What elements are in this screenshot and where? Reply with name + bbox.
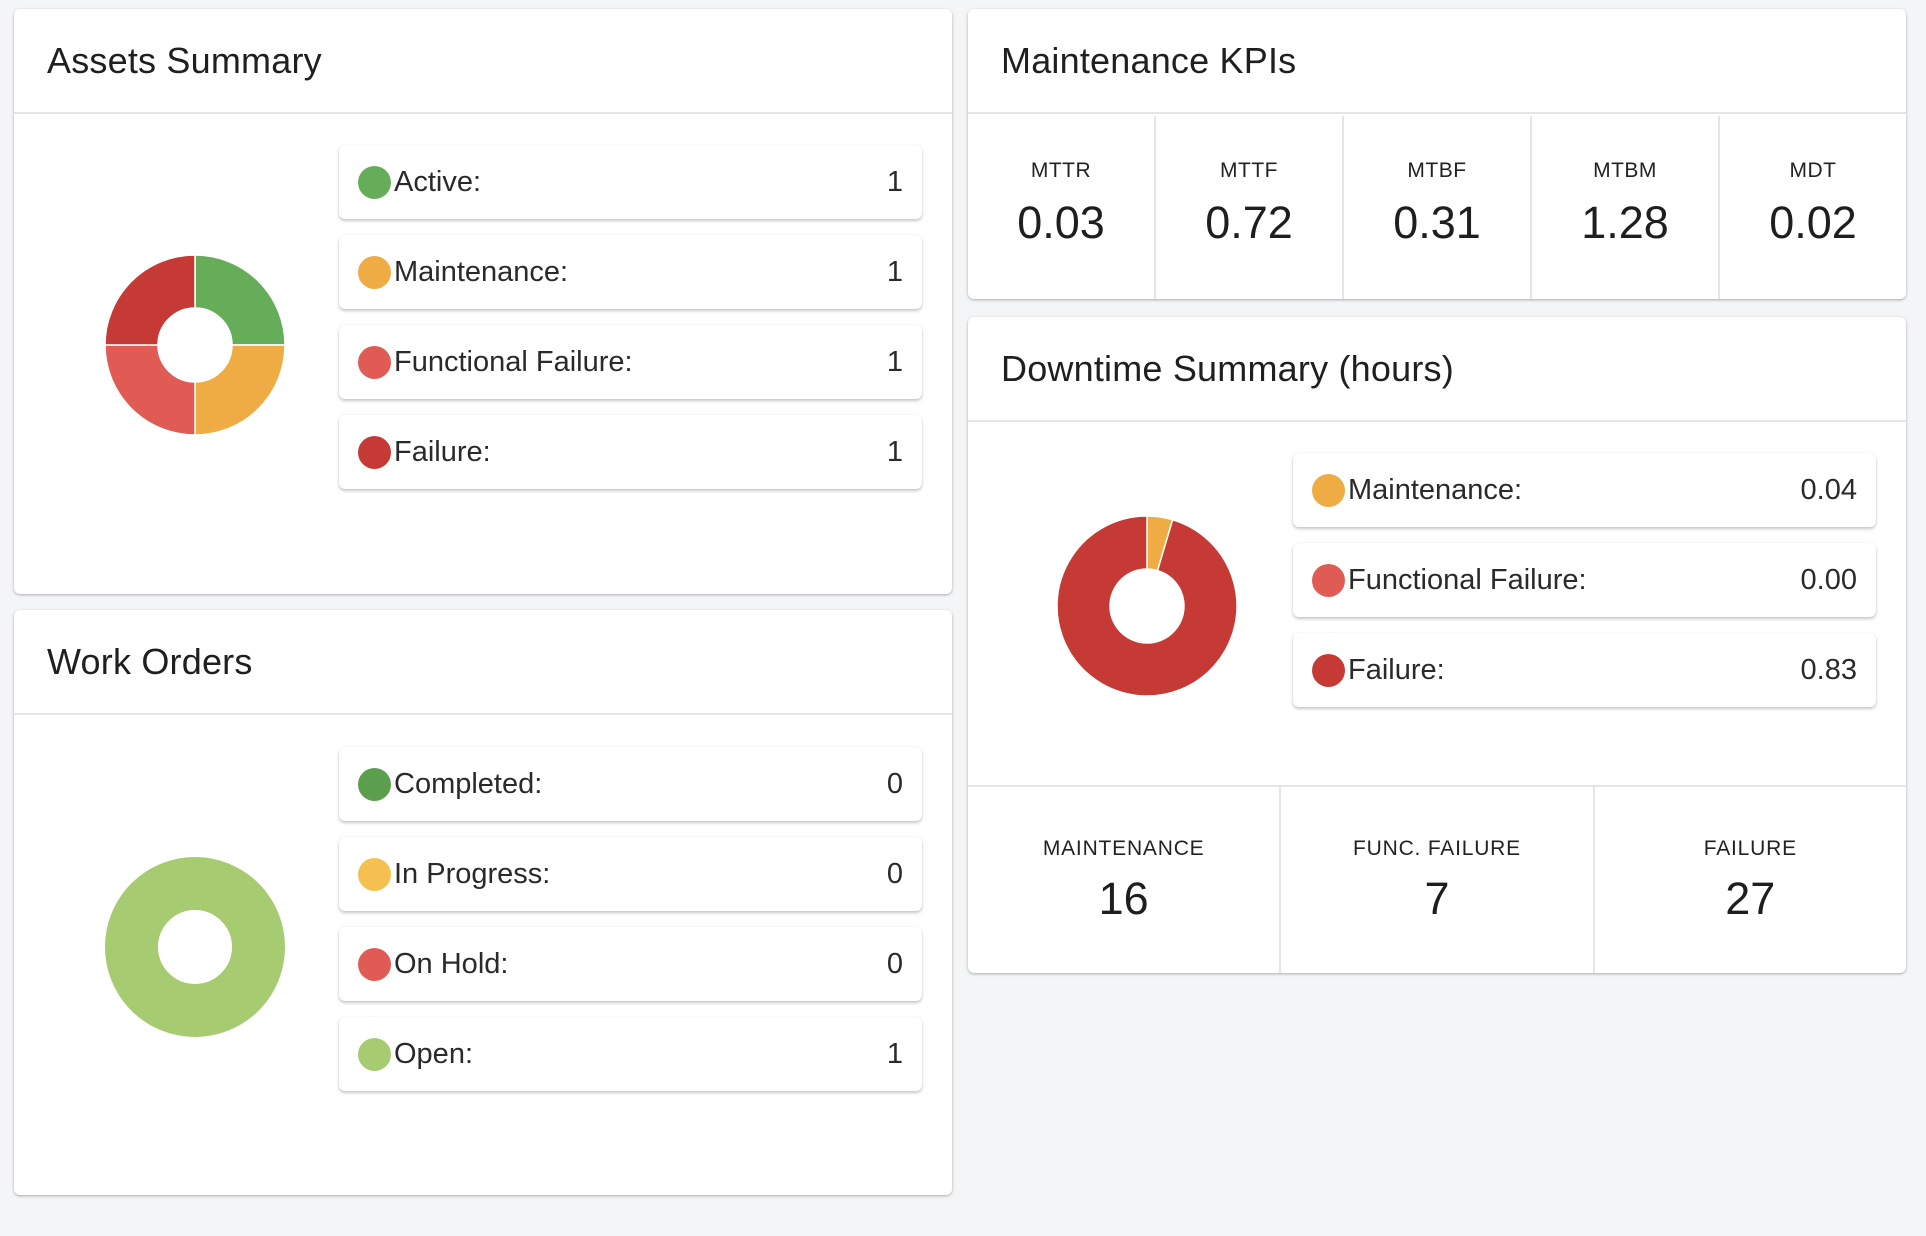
- donut-slice-open[interactable]: [105, 857, 285, 1037]
- legend-value: 1: [886, 165, 903, 198]
- legend-label: On Hold:: [394, 947, 509, 980]
- card-header: Maintenance KPIs: [968, 9, 1906, 114]
- count-value: 16: [1098, 873, 1149, 924]
- donut-slice-maintenance[interactable]: [194, 344, 285, 435]
- count-label: FUNC. FAILURE: [1353, 837, 1521, 860]
- card-title: Downtime Summary (hours): [1001, 347, 1454, 389]
- legend-item-active[interactable]: Active: 1: [339, 145, 922, 219]
- kpi-mtbm: MTBM 1.28: [1532, 116, 1720, 299]
- kpi-value: 0.03: [1017, 197, 1105, 248]
- legend-item-failure[interactable]: Failure: 0.83: [1293, 633, 1876, 707]
- legend-value: 0: [886, 947, 903, 980]
- legend-value: 0: [886, 767, 903, 800]
- count-label: MAINTENANCE: [1042, 837, 1205, 860]
- card-header: Work Orders: [14, 610, 952, 715]
- status-dot-icon: [358, 435, 391, 469]
- maintenance-kpis-card: Maintenance KPIs MTTR 0.03 MTTF 0.72 MTB…: [968, 9, 1906, 299]
- legend-value: 1: [886, 255, 903, 288]
- kpi-label: MTBM: [1593, 159, 1657, 182]
- legend-item-failure[interactable]: Failure: 1: [339, 415, 922, 489]
- legend-label: Functional Failure:: [1348, 563, 1587, 596]
- donut-slice-active[interactable]: [194, 255, 285, 346]
- legend-item-in-progress[interactable]: In Progress: 0: [339, 837, 922, 911]
- legend-label: In Progress:: [394, 857, 551, 890]
- status-dot-icon: [358, 947, 391, 981]
- assets-donut-chart: [105, 255, 285, 435]
- count-maintenance: MAINTENANCE 16: [968, 787, 1282, 973]
- assets-summary-card: Assets Summary Active: 1 Maintenance: 1 …: [14, 9, 952, 594]
- kpi-mttr: MTTR 0.03: [968, 116, 1156, 299]
- legend-label: Failure:: [1348, 653, 1445, 686]
- count-func-failure: FUNC. FAILURE 7: [1281, 787, 1595, 973]
- status-dot-icon: [1312, 473, 1345, 507]
- legend-item-open[interactable]: Open: 1: [339, 1017, 922, 1091]
- legend-value: 0.83: [1800, 653, 1857, 686]
- legend-item-functional-failure[interactable]: Functional Failure: 0.00: [1293, 543, 1876, 617]
- status-dot-icon: [358, 857, 391, 891]
- status-dot-icon: [358, 1037, 391, 1071]
- kpi-value: 1.28: [1581, 197, 1669, 248]
- downtime-summary-card: Downtime Summary (hours) Maintenance: 0.…: [968, 317, 1906, 973]
- status-dot-icon: [1312, 653, 1345, 687]
- card-header: Assets Summary: [14, 9, 952, 114]
- legend-label: Maintenance:: [394, 255, 569, 288]
- kpi-value: 0.72: [1205, 197, 1293, 248]
- legend-value: 0.00: [1800, 563, 1857, 596]
- legend-value: 1: [886, 435, 903, 468]
- status-dot-icon: [358, 345, 391, 379]
- legend-item-on-hold[interactable]: On Hold: 0: [339, 927, 922, 1001]
- legend-label: Active:: [394, 165, 482, 198]
- kpi-row: MTTR 0.03 MTTF 0.72 MTBF 0.31 MTBM 1.28 …: [968, 116, 1906, 299]
- legend-value: 1: [886, 1037, 903, 1070]
- work-orders-card: Work Orders Completed: 0 In Progress: 0 …: [14, 610, 952, 1195]
- kpi-label: MTBF: [1407, 159, 1467, 182]
- legend-item-maintenance[interactable]: Maintenance: 1: [339, 235, 922, 309]
- legend-item-maintenance[interactable]: Maintenance: 0.04: [1293, 453, 1876, 527]
- kpi-label: MTTF: [1220, 159, 1278, 182]
- kpi-mtbf: MTBF 0.31: [1344, 116, 1532, 299]
- legend-label: Failure:: [394, 435, 491, 468]
- legend-label: Completed:: [394, 767, 543, 800]
- legend-label: Open:: [394, 1037, 473, 1070]
- donut-slice-failure[interactable]: [1057, 516, 1237, 696]
- kpi-value: 0.31: [1393, 197, 1481, 248]
- kpi-label: MDT: [1789, 159, 1837, 182]
- donut-slice-functional-failure[interactable]: [105, 344, 196, 435]
- card-header: Downtime Summary (hours): [968, 317, 1906, 422]
- card-title: Maintenance KPIs: [1001, 39, 1297, 81]
- status-dot-icon: [1312, 563, 1345, 597]
- count-value: 7: [1424, 873, 1450, 924]
- legend-label: Maintenance:: [1348, 473, 1523, 506]
- legend-value: 0.04: [1800, 473, 1857, 506]
- count-failure: FAILURE 27: [1595, 787, 1906, 973]
- card-title: Work Orders: [47, 640, 253, 682]
- downtime-donut-chart: [1057, 516, 1237, 696]
- downtime-counts-row: MAINTENANCE 16 FUNC. FAILURE 7 FAILURE 2…: [968, 785, 1906, 973]
- kpi-label: MTTR: [1030, 159, 1092, 182]
- kpi-value: 0.02: [1769, 197, 1857, 248]
- kpi-mttf: MTTF 0.72: [1156, 116, 1344, 299]
- work-orders-donut-chart: [105, 857, 285, 1037]
- status-dot-icon: [358, 165, 391, 199]
- legend-item-completed[interactable]: Completed: 0: [339, 747, 922, 821]
- status-dot-icon: [358, 767, 391, 801]
- legend-item-functional-failure[interactable]: Functional Failure: 1: [339, 325, 922, 399]
- legend-label: Functional Failure:: [394, 345, 633, 378]
- kpi-mdt: MDT 0.02: [1720, 116, 1906, 299]
- donut-slice-failure[interactable]: [105, 255, 196, 346]
- legend-value: 0: [886, 857, 903, 890]
- count-value: 27: [1725, 873, 1776, 924]
- legend-value: 1: [886, 345, 903, 378]
- count-label: FAILURE: [1703, 837, 1797, 860]
- status-dot-icon: [358, 255, 391, 289]
- card-title: Assets Summary: [47, 39, 322, 81]
